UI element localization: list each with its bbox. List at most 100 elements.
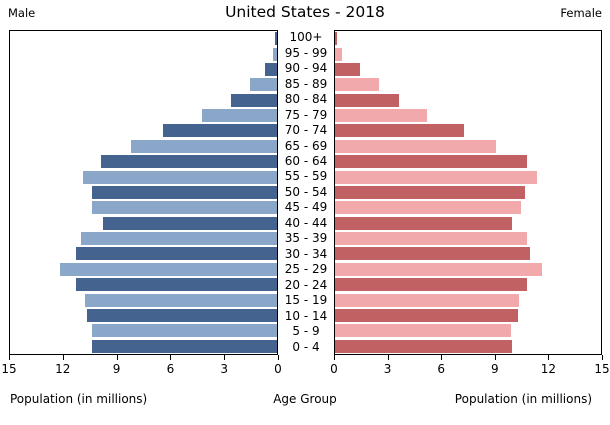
female-bar xyxy=(335,308,518,322)
male-row xyxy=(10,93,277,108)
x-tick-label: 6 xyxy=(437,362,446,376)
male-bar xyxy=(81,232,277,246)
x-tick xyxy=(62,355,64,360)
female-bar xyxy=(335,185,525,199)
age-group-label: 30 - 34 xyxy=(284,246,328,261)
male-row xyxy=(10,62,277,77)
male-bar xyxy=(163,124,277,138)
male-row xyxy=(10,46,277,61)
female-row xyxy=(335,277,601,292)
male-row xyxy=(10,308,277,323)
x-tick-label: 9 xyxy=(490,362,499,376)
female-row xyxy=(335,339,601,354)
chart-title: United States - 2018 xyxy=(225,3,385,21)
male-row xyxy=(10,31,277,46)
age-group-label: 10 - 14 xyxy=(284,308,328,323)
female-axis-tick-labels: 0 3 6 9 12 15 xyxy=(330,362,609,377)
male-bar xyxy=(102,216,277,230)
age-group-label: 25 - 29 xyxy=(284,262,328,277)
age-group-label: 100+ xyxy=(289,30,323,45)
female-row xyxy=(335,246,601,261)
male-bar xyxy=(75,278,277,292)
female-row xyxy=(335,46,601,61)
female-bar xyxy=(335,293,520,307)
male-row xyxy=(10,323,277,338)
age-group-label: 85 - 89 xyxy=(284,76,328,91)
x-tick-label: 12 xyxy=(55,362,71,376)
age-group-label: 95 - 99 xyxy=(284,45,328,60)
age-group-label: 35 - 39 xyxy=(284,231,328,246)
male-axis-tick-labels: 0 3 6 9 12 15 xyxy=(1,362,281,377)
female-row xyxy=(335,216,601,231)
x-tick xyxy=(278,355,279,360)
female-bar xyxy=(335,201,522,215)
female-bar xyxy=(335,47,343,61)
age-group-label: 5 - 9 xyxy=(292,324,320,339)
female-row xyxy=(335,123,601,138)
age-group-label: 70 - 74 xyxy=(284,123,328,138)
x-tick-label: 0 xyxy=(330,362,338,376)
male-row xyxy=(10,123,277,138)
male-bar xyxy=(202,109,277,123)
female-bar xyxy=(335,339,513,353)
female-side-label: Female xyxy=(560,6,602,20)
male-row xyxy=(10,77,277,92)
age-group-label: 55 - 59 xyxy=(284,169,328,184)
x-tick xyxy=(334,355,335,360)
x-tick-label: 3 xyxy=(383,362,392,376)
age-group-label: 15 - 19 xyxy=(284,293,328,308)
x-tick-label: 0 xyxy=(274,362,282,376)
x-tick-label: 9 xyxy=(112,362,121,376)
female-bar xyxy=(335,93,399,107)
x-tick xyxy=(9,355,10,360)
age-group-label: 20 - 24 xyxy=(284,277,328,292)
male-bar xyxy=(131,139,277,153)
age-group-label: 40 - 44 xyxy=(284,215,328,230)
male-bar xyxy=(275,32,277,46)
female-bar xyxy=(335,155,527,169)
male-axis-ticks xyxy=(9,355,279,361)
age-group-label: 0 - 4 xyxy=(292,339,320,354)
x-tick xyxy=(116,355,118,360)
male-bar xyxy=(75,247,277,261)
x-tick-label: 6 xyxy=(166,362,175,376)
female-row xyxy=(335,185,601,200)
age-group-label: 50 - 54 xyxy=(284,184,328,199)
age-group-label: 80 - 84 xyxy=(284,92,328,107)
female-bar xyxy=(335,324,511,338)
male-bar xyxy=(273,47,277,61)
female-row xyxy=(335,308,601,323)
female-bar xyxy=(335,216,513,230)
x-tick-label: 15 xyxy=(594,362,610,376)
female-row xyxy=(335,154,601,169)
age-group-label: 45 - 49 xyxy=(284,200,328,215)
x-tick xyxy=(441,355,443,360)
male-bar xyxy=(91,339,277,353)
male-row xyxy=(10,185,277,200)
female-bar xyxy=(335,232,527,246)
male-row xyxy=(10,108,277,123)
female-axis-title: Population (in millions) xyxy=(454,392,592,406)
male-bar xyxy=(91,324,277,338)
female-bar xyxy=(335,139,497,153)
male-row xyxy=(10,339,277,354)
age-group-label: 60 - 64 xyxy=(284,153,328,168)
male-row xyxy=(10,139,277,154)
age-group-label: 75 - 79 xyxy=(284,107,328,122)
female-bars-panel xyxy=(334,30,602,355)
x-tick xyxy=(602,355,603,360)
age-group-label: 90 - 94 xyxy=(284,61,328,76)
age-group-label: 65 - 69 xyxy=(284,138,328,153)
female-bar xyxy=(335,262,543,276)
female-row xyxy=(335,62,601,77)
female-row xyxy=(335,139,601,154)
male-bar xyxy=(86,308,277,322)
x-tick xyxy=(170,355,172,360)
male-bar xyxy=(230,93,277,107)
x-tick xyxy=(387,355,389,360)
male-row xyxy=(10,231,277,246)
female-row xyxy=(335,231,601,246)
male-axis-title: Population (in millions) xyxy=(10,392,148,406)
male-bars-panel xyxy=(9,30,278,355)
x-tick-label: 12 xyxy=(540,362,557,376)
